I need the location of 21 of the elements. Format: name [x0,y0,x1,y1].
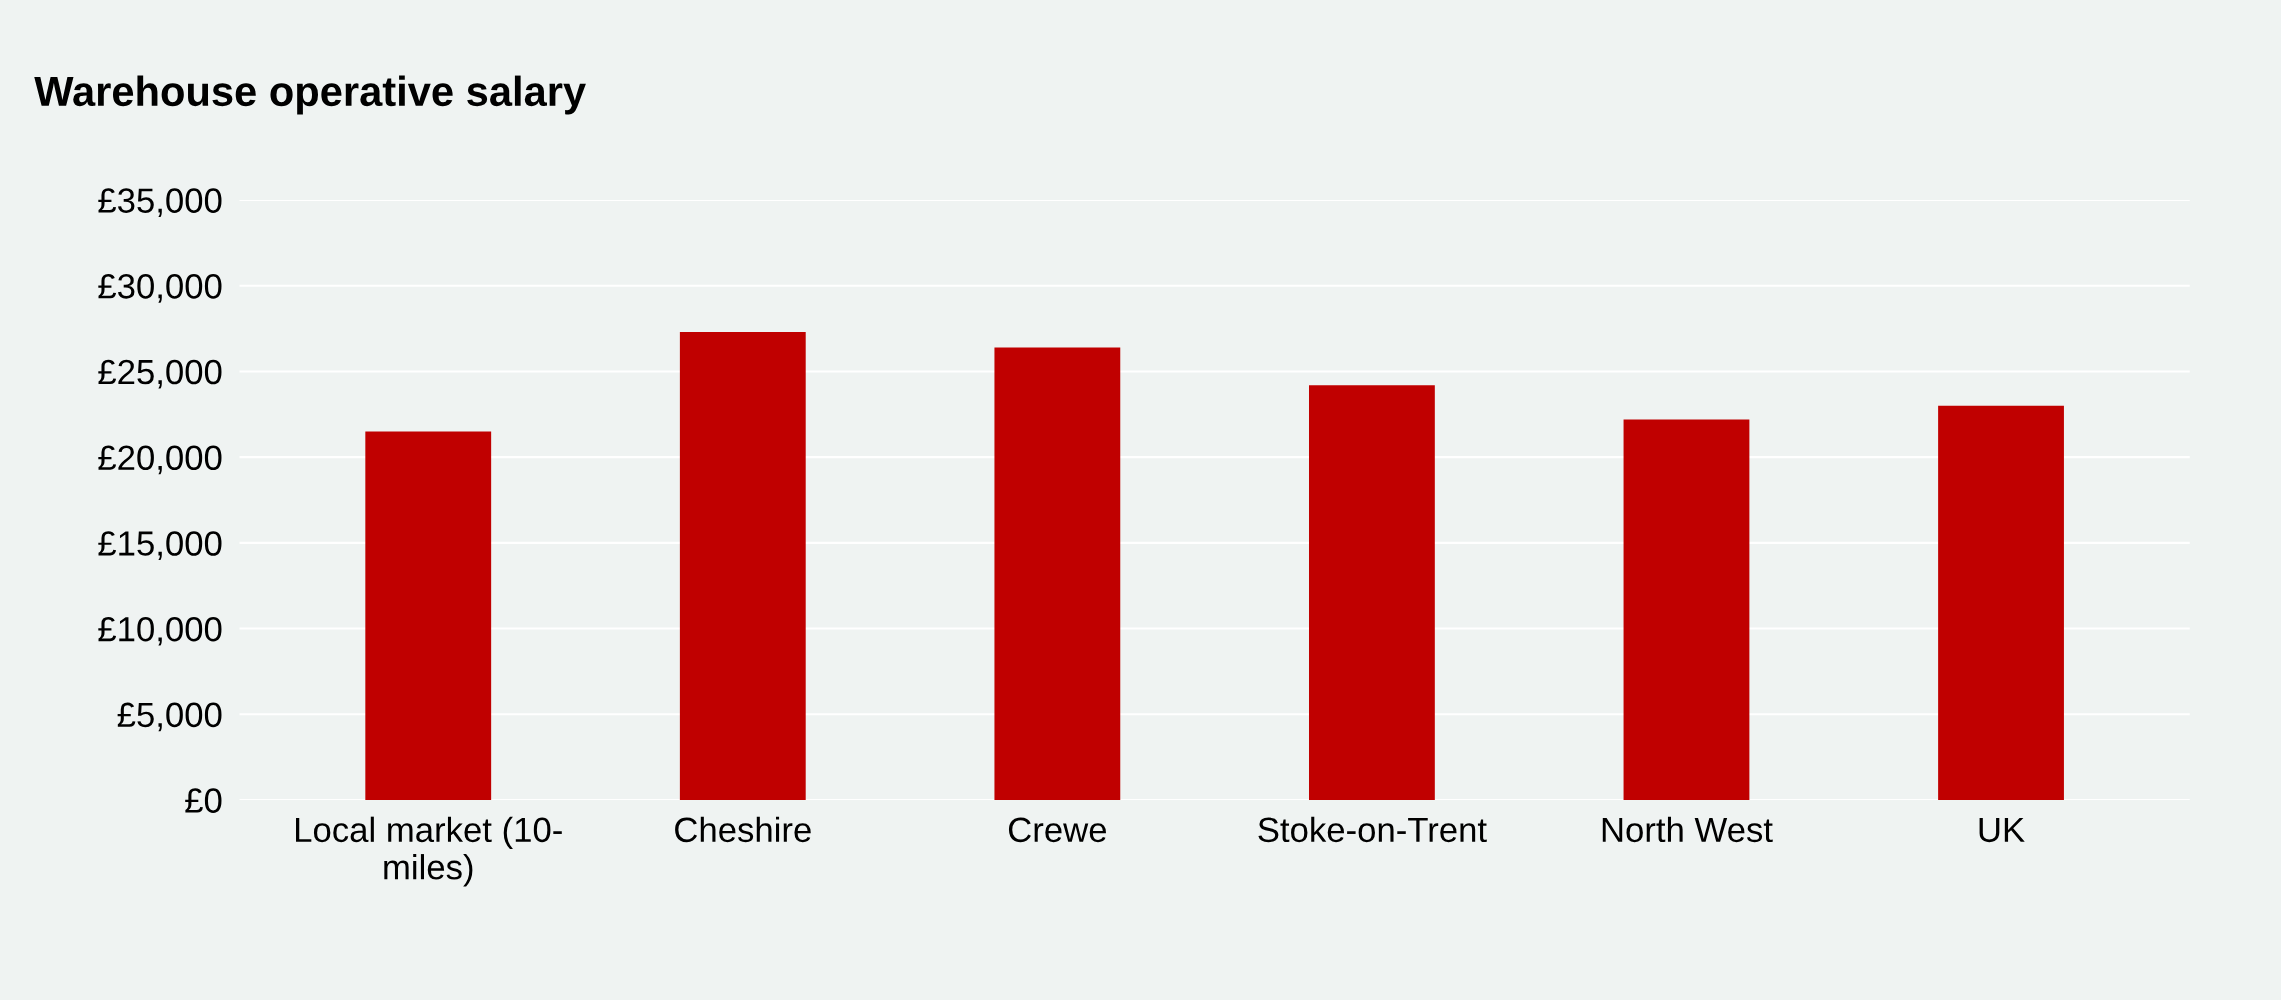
x-tick-label: Cheshire [675,816,811,843]
y-tick-label: £5,000 [117,702,222,732]
x-tick-label: Stoke-on-Trent [1258,816,1487,843]
bar [1309,385,1435,800]
x-tick-label: Local market (10- miles) [296,816,562,887]
y-tick-label: £20,000 [98,445,222,475]
bar [994,347,1121,800]
y-tick-label: £0 [185,788,222,813]
bar [1623,419,1750,800]
bar [679,332,806,800]
x-tick-label: UK [1979,817,2025,843]
chart-title: Warehouse operative salary [34,75,586,115]
y-tick-label: £35,000 [98,188,222,218]
x-tick-label: Crewe [1008,817,1106,843]
y-tick-label: £30,000 [98,274,222,303]
y-tick-label: £25,000 [98,359,222,389]
bar [1938,405,2064,800]
y-tick-label: £15,000 [98,531,222,560]
x-tick-label: North West [1602,816,1773,843]
y-tick-label: £10,000 [98,616,222,646]
bar [365,431,492,800]
